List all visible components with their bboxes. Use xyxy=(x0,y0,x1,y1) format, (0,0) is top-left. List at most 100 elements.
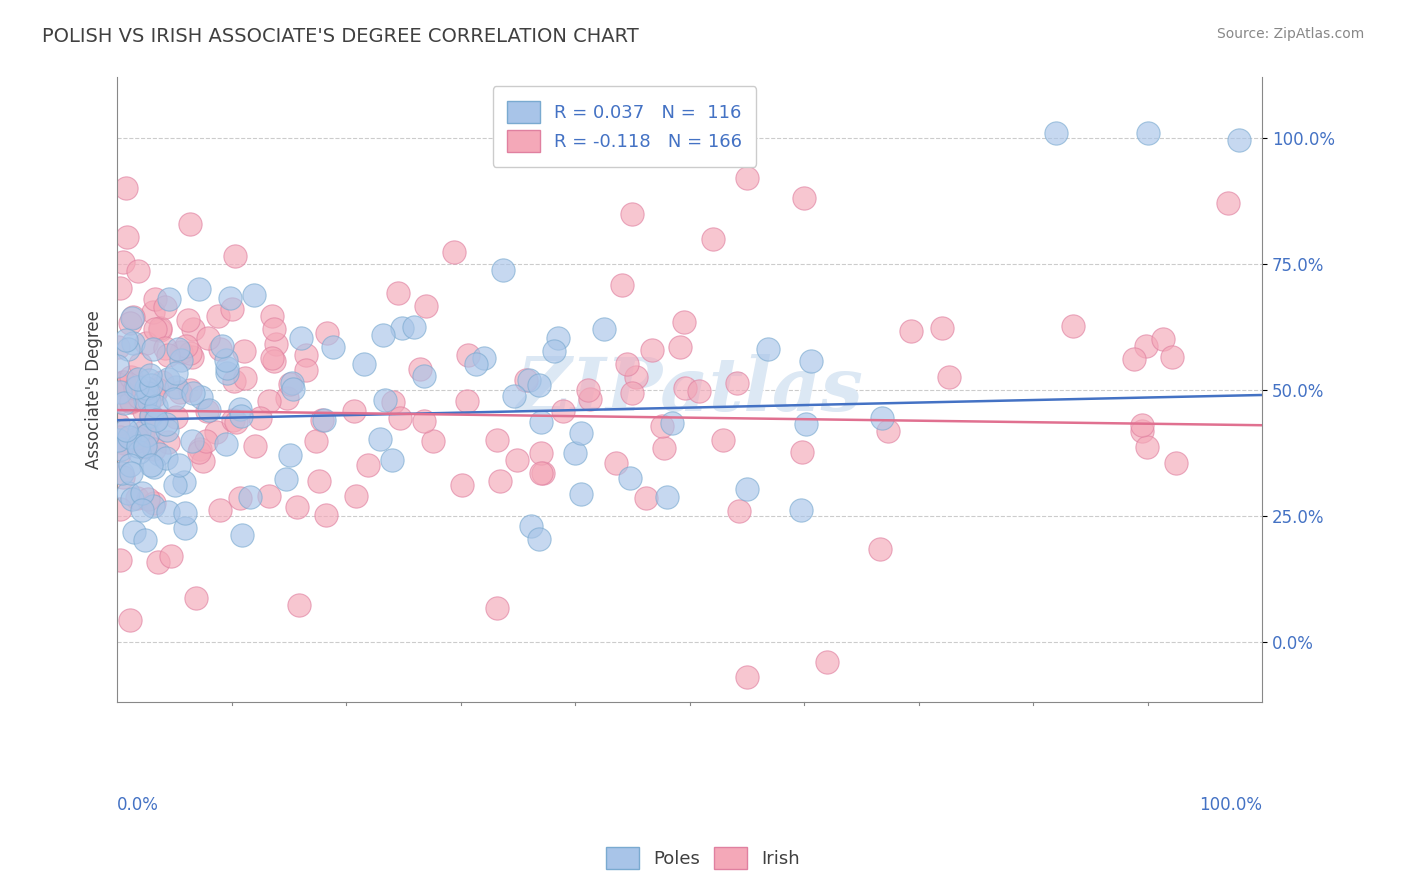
Legend: R = 0.037   N =  116, R = -0.118   N = 166: R = 0.037 N = 116, R = -0.118 N = 166 xyxy=(492,87,756,167)
Point xyxy=(569,425,592,440)
Point xyxy=(184,591,207,605)
Point xyxy=(472,351,495,365)
Point xyxy=(263,322,285,336)
Point xyxy=(207,309,229,323)
Point xyxy=(219,291,242,305)
Point xyxy=(278,377,301,392)
Point xyxy=(794,417,817,431)
Point xyxy=(111,254,134,268)
Point xyxy=(139,409,162,424)
Point xyxy=(443,245,465,260)
Point xyxy=(145,399,167,413)
Point xyxy=(661,416,683,430)
Point xyxy=(229,401,252,416)
Point xyxy=(564,446,586,460)
Point xyxy=(1164,457,1187,471)
Y-axis label: Associate's Degree: Associate's Degree xyxy=(86,310,103,469)
Point xyxy=(117,342,139,356)
Point xyxy=(120,467,142,481)
Point xyxy=(579,392,602,406)
Point xyxy=(215,353,238,368)
Point xyxy=(605,456,627,470)
Point xyxy=(217,366,239,380)
Point xyxy=(263,353,285,368)
Point xyxy=(669,340,692,354)
Point xyxy=(652,442,675,456)
Point xyxy=(149,321,172,335)
Point xyxy=(409,361,432,376)
Point xyxy=(112,470,135,484)
Point xyxy=(728,504,751,518)
Point xyxy=(450,478,472,492)
Point xyxy=(112,435,135,450)
Point xyxy=(145,413,167,427)
Point xyxy=(520,519,543,533)
Point xyxy=(120,458,142,472)
Point xyxy=(1136,126,1159,140)
Point xyxy=(529,532,551,546)
Text: ZIPatlas: ZIPatlas xyxy=(516,354,863,426)
Point xyxy=(124,524,146,539)
Point xyxy=(138,394,160,409)
Point xyxy=(312,413,335,427)
Point xyxy=(112,385,135,400)
Point xyxy=(134,392,156,407)
Point xyxy=(118,613,141,627)
Point xyxy=(869,541,891,556)
Point xyxy=(619,470,641,484)
Point xyxy=(110,395,132,409)
Point xyxy=(569,487,592,501)
Point xyxy=(1216,196,1239,211)
Point xyxy=(134,439,156,453)
Point xyxy=(288,599,311,613)
Point xyxy=(387,286,409,301)
Point xyxy=(142,342,165,356)
Point xyxy=(530,446,553,460)
Point xyxy=(170,344,193,359)
Point xyxy=(143,412,166,426)
Point xyxy=(191,454,214,468)
Point xyxy=(465,357,488,371)
Point xyxy=(315,508,337,522)
Point xyxy=(157,505,180,519)
Point xyxy=(673,380,696,394)
Point xyxy=(121,492,143,507)
Point xyxy=(673,315,696,329)
Point xyxy=(127,439,149,453)
Point xyxy=(135,381,157,395)
Point xyxy=(1045,126,1067,140)
Point xyxy=(112,375,135,389)
Point xyxy=(931,320,953,334)
Point xyxy=(110,281,132,295)
Point xyxy=(165,379,187,393)
Point xyxy=(179,383,201,397)
Point xyxy=(357,458,380,472)
Point xyxy=(139,368,162,382)
Point xyxy=(134,533,156,547)
Point xyxy=(229,491,252,506)
Point xyxy=(121,311,143,326)
Point xyxy=(174,506,197,520)
Point xyxy=(205,425,228,439)
Point xyxy=(155,417,177,431)
Point xyxy=(157,292,180,306)
Point xyxy=(165,409,187,424)
Point xyxy=(188,445,211,459)
Point xyxy=(295,348,318,362)
Point xyxy=(489,475,512,489)
Point xyxy=(224,248,246,262)
Point xyxy=(215,361,238,376)
Point xyxy=(1160,350,1182,364)
Point xyxy=(128,390,150,404)
Point xyxy=(190,390,212,404)
Point xyxy=(531,466,554,480)
Point xyxy=(870,411,893,425)
Point xyxy=(108,447,131,461)
Point xyxy=(181,350,204,364)
Point xyxy=(790,503,813,517)
Point xyxy=(725,376,748,391)
Point xyxy=(153,341,176,355)
Point xyxy=(165,366,187,380)
Point xyxy=(155,300,177,314)
Point xyxy=(127,264,149,278)
